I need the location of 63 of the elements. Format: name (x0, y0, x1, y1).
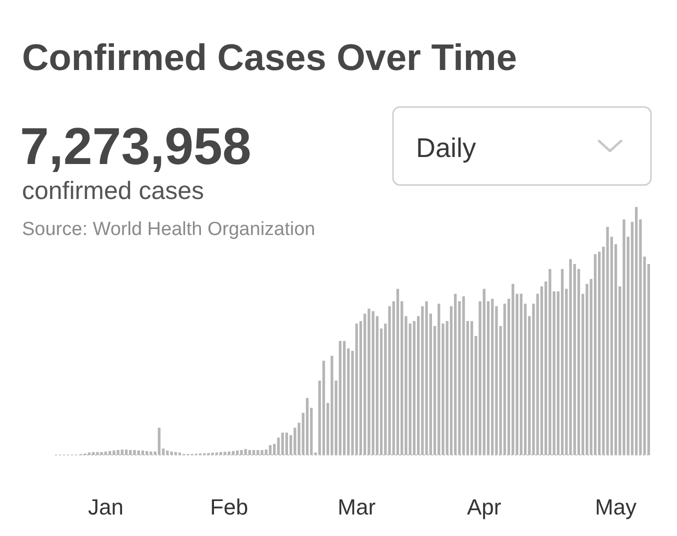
bar (96, 452, 99, 455)
bar (512, 284, 514, 455)
bar (150, 452, 152, 455)
bar (104, 452, 108, 455)
bar (281, 432, 284, 455)
bar (116, 450, 120, 455)
annotation: Source: World Health Organization (22, 219, 316, 240)
bar (145, 451, 148, 455)
bar (622, 219, 626, 455)
bar (112, 450, 116, 455)
bar (634, 207, 638, 455)
bar (260, 450, 264, 455)
x-tick-label: May (594, 494, 637, 520)
bar (368, 308, 370, 455)
bar (268, 445, 272, 455)
bar (462, 296, 465, 455)
bar (252, 450, 256, 455)
bar (129, 450, 132, 455)
x-tick-label: Apr (467, 494, 502, 520)
bar (520, 294, 522, 455)
bar (120, 450, 124, 455)
bar (470, 321, 474, 455)
bar (560, 269, 564, 455)
bar (240, 450, 243, 455)
bar (342, 340, 346, 455)
bar (606, 226, 609, 455)
bar (285, 432, 288, 455)
text: confirmed cases (22, 177, 204, 205)
bar (256, 450, 260, 455)
bar (482, 288, 486, 455)
bar (248, 450, 252, 455)
bar (330, 356, 334, 455)
bar (438, 304, 440, 455)
bar (133, 450, 136, 455)
bar (338, 340, 342, 455)
bar (232, 451, 235, 455)
bar (224, 452, 226, 455)
x-tick-label: Jan (88, 494, 124, 520)
bar (124, 450, 128, 455)
bar (425, 301, 428, 455)
bar (244, 449, 247, 455)
bar (454, 294, 457, 455)
bar (372, 311, 374, 455)
bar (569, 259, 572, 455)
bar (141, 450, 144, 455)
bar (396, 288, 400, 455)
bar (306, 398, 309, 455)
x-tick-label: Feb (210, 494, 248, 520)
bar (100, 452, 103, 455)
x-tick-label: Mar (338, 494, 376, 520)
chart-title: Confirmed Cases Over Time (22, 37, 517, 78)
bar (491, 298, 494, 455)
bar (108, 451, 112, 455)
bar (548, 269, 552, 455)
bar (158, 428, 161, 455)
text: 7,273,958 (20, 118, 252, 176)
bar (355, 324, 358, 455)
bar (236, 450, 239, 455)
bar (137, 450, 140, 455)
bar (594, 254, 597, 455)
text: Daily (416, 133, 477, 163)
bar (322, 360, 326, 455)
bar (170, 452, 173, 455)
